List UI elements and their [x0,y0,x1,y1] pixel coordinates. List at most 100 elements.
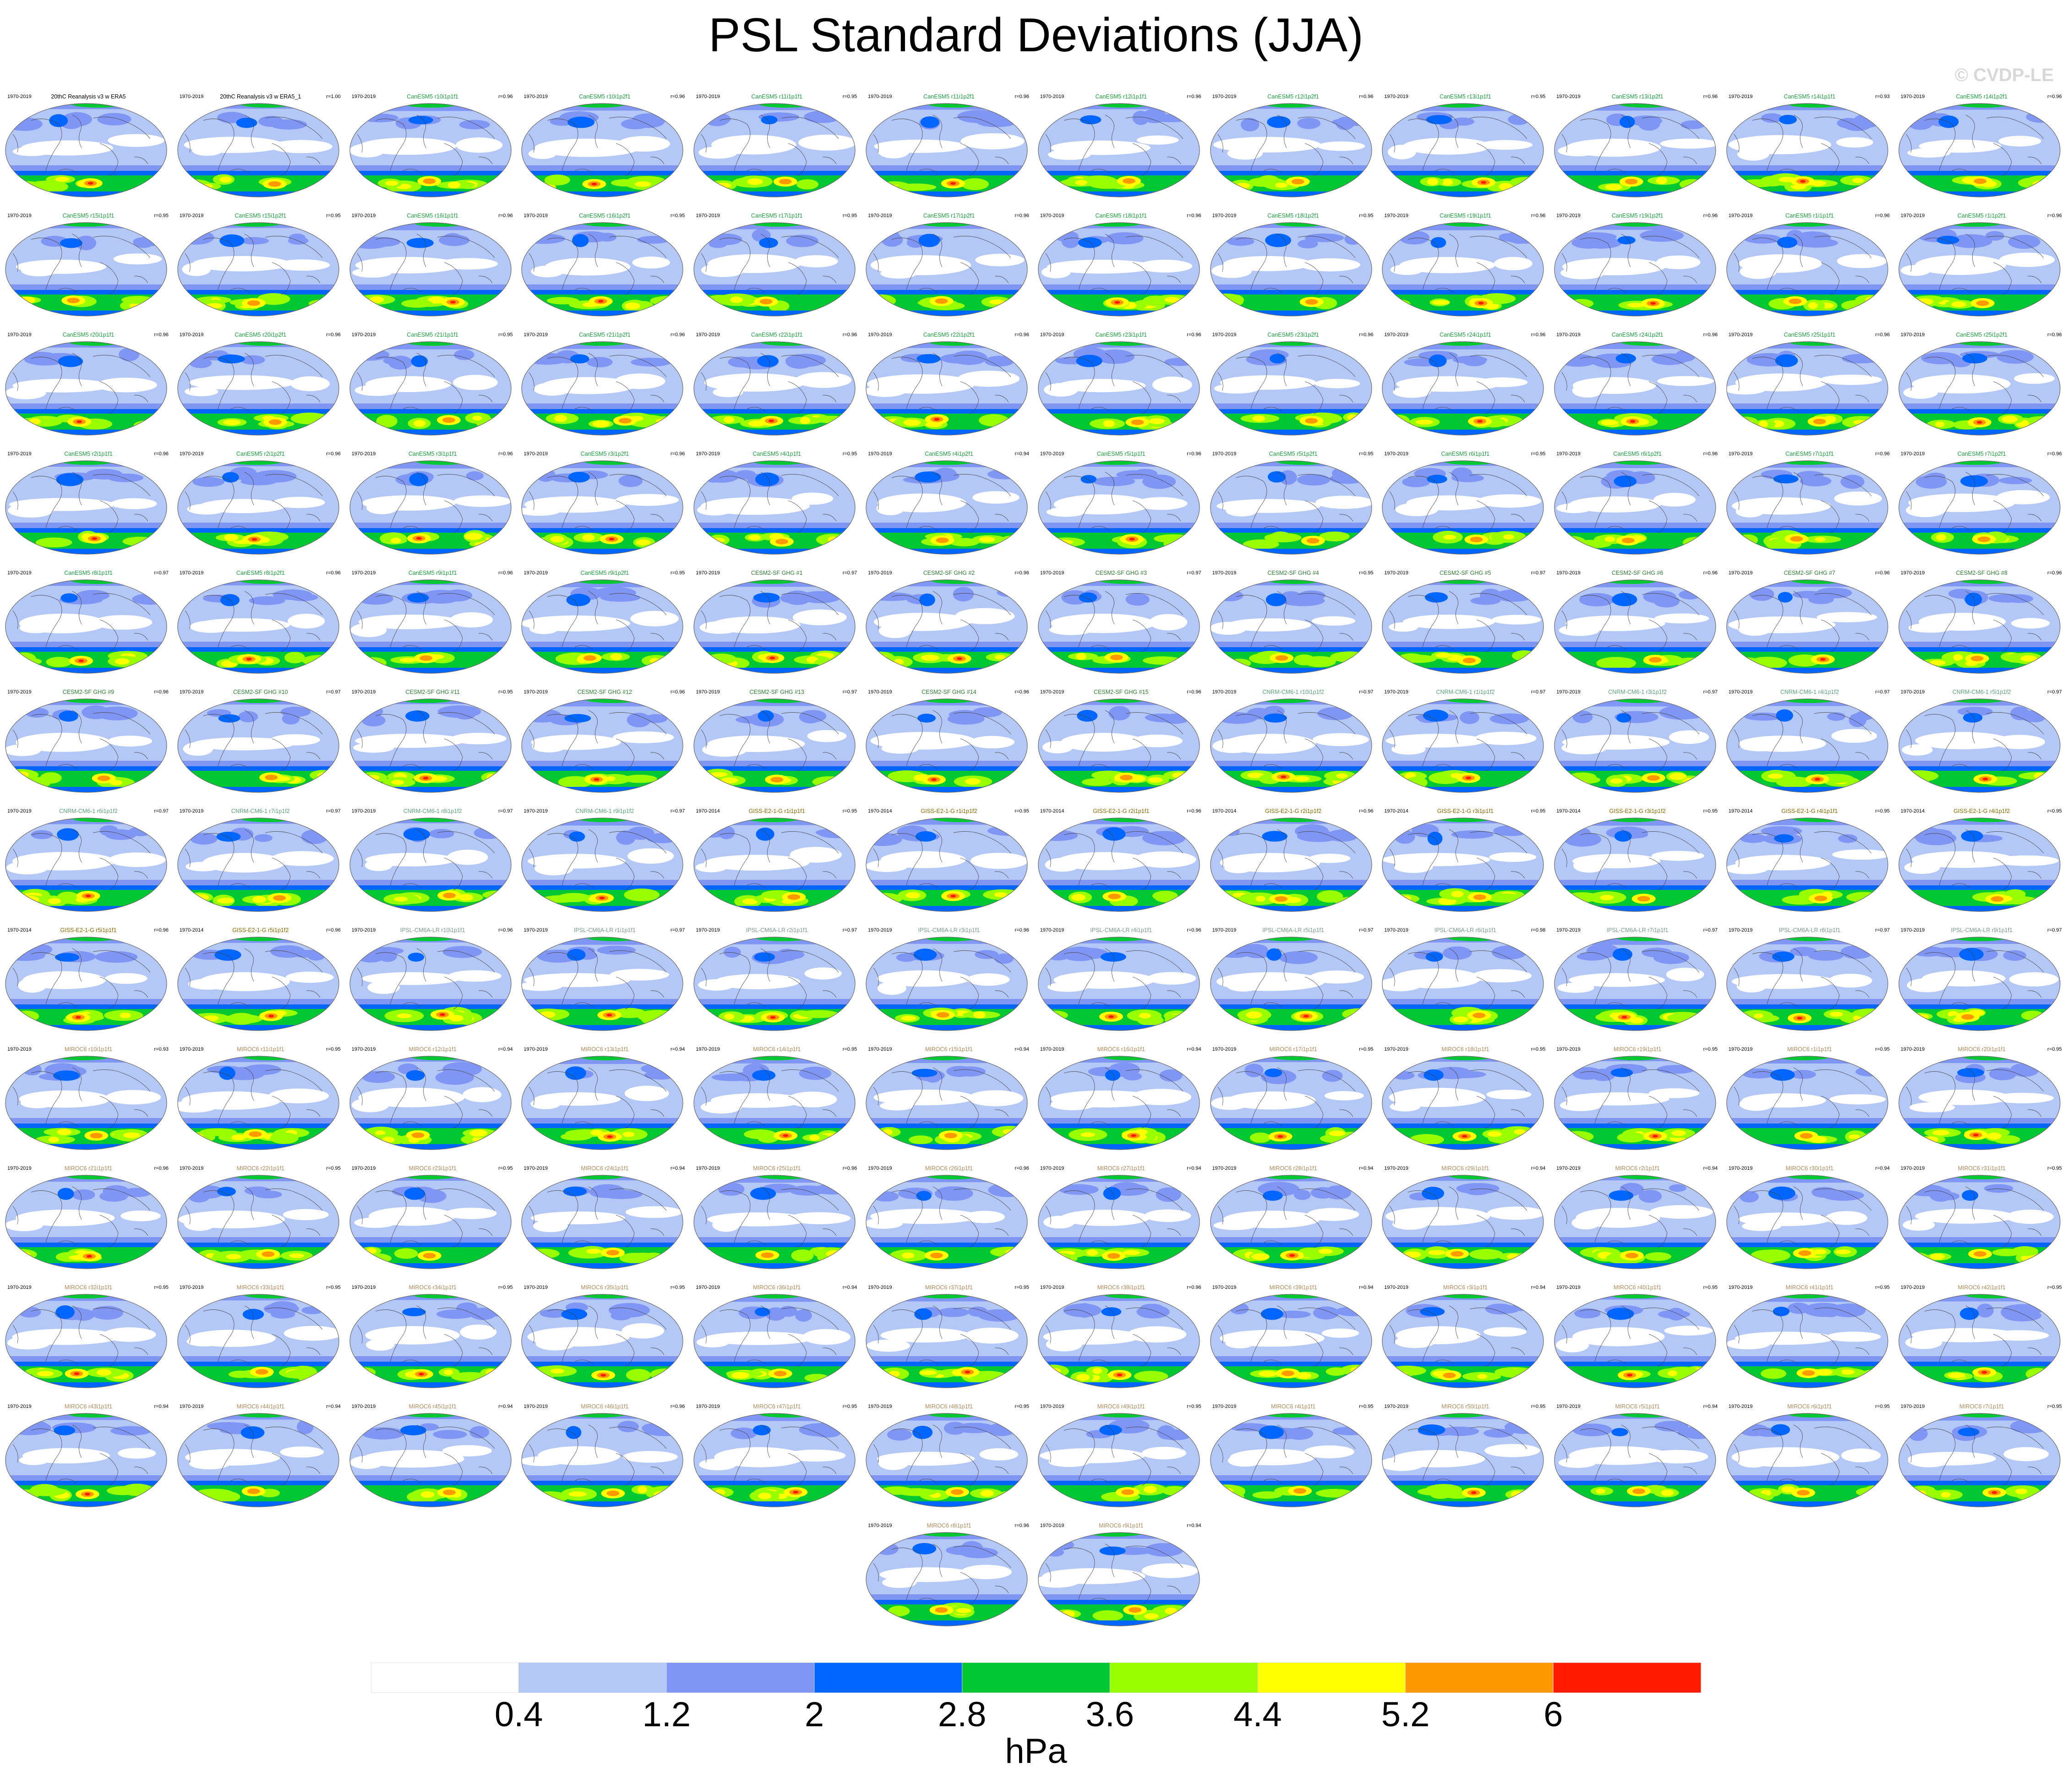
field-blob [1101,1307,1122,1316]
map-svg [349,937,512,1031]
field-blob [411,1132,425,1138]
coastline [375,357,406,409]
coastline [203,238,234,290]
field-blob [1228,659,1251,668]
field-blob [2001,415,2018,423]
map-svg [521,103,683,197]
panel-correlation: r=0.96 [2047,451,2062,457]
field-band [177,549,339,554]
coastline [761,1305,770,1339]
map-panel: 1970-2019 IPSL-CM6A-LR r9i1p1f1 r=0.97 [1897,927,2067,1042]
field-blob [1622,537,1635,543]
panel-years: 1970-2019 [523,1285,548,1290]
field-blob [1925,472,1946,481]
field-band [1382,311,1544,316]
map-panel: 1970-2019 CanESM5 r22i1p1f1 r=0.96 [692,332,862,447]
map-svg [866,1294,1028,1388]
field-blob [1666,967,1705,982]
field-blob [442,946,482,958]
panel-correlation: r=0.96 [842,332,857,338]
panel-correlation: r=0.96 [1359,94,1374,99]
panel-correlation: r=0.96 [1014,1166,1030,1171]
panel-years: 1970-2019 [868,332,892,338]
panel-title: CanESM5 r19i1p2f1 [1611,213,1663,219]
field-blob [2010,1063,2039,1077]
field-blob [1434,342,1489,346]
field-blob [1388,145,1417,159]
panel-years: 1970-2019 [1384,1047,1408,1052]
field-blob [946,1066,973,1077]
panel-years: 1970-2014 [1212,808,1237,814]
field-band [5,1263,167,1269]
field-blob [1105,1069,1120,1081]
field-blob [1265,233,1291,247]
panel-title: CanESM5 r5i1p2f1 [1269,451,1318,457]
coastline [701,1086,707,1106]
panel-correlation: r=0.95 [1531,1047,1546,1052]
field-blob [1092,937,1147,941]
panel-correlation: r=0.95 [1531,451,1546,457]
coastline [994,276,1009,284]
field-blob [55,176,70,182]
field-blob [1615,353,1636,364]
panel-title: CanESM5 r12i1p2f1 [1267,93,1319,100]
field-blob [1625,1253,1639,1259]
map-panel: 1970-2019 MIROC6 r23i1p1f1 r=0.95 [348,1165,518,1280]
coastline [1045,1205,1051,1225]
coastline [1339,514,1353,522]
field-blob [1394,861,1434,873]
field-blob [1095,104,1151,108]
coastline [1470,1308,1527,1330]
field-blob [2006,1210,2054,1224]
coastline [375,1309,406,1362]
coastline [478,276,492,284]
map-svg [1210,937,1372,1031]
field-blob [759,237,778,248]
panel-years: 1970-2019 [1556,1166,1581,1171]
map-outline [5,460,167,555]
field-blob [276,259,330,271]
field-blob [226,1254,241,1260]
field-blob [353,742,394,753]
field-blob [1402,477,1430,487]
coastline [230,169,250,174]
panel-title: MIROC6 r37i1p1f1 [925,1284,973,1291]
field-band [866,1025,1027,1031]
field-blob [930,1253,943,1259]
panel-years: 1970-2019 [1556,570,1581,576]
field-band [522,668,683,673]
coastline [1167,1228,1181,1236]
field-blob [1792,591,1824,599]
field-blob [1848,1134,1860,1140]
field-blob [1439,1056,1494,1060]
coastline [1298,593,1355,616]
coastline [589,353,598,387]
field-blob [748,534,761,540]
field-blob [880,268,917,279]
coastline [1952,645,1971,650]
map-outline [177,937,339,1031]
field-blob [1754,1013,1763,1019]
map-panel: 1970-2019 CanESM5 r17i1p1f1 r=0.95 [692,213,862,327]
panel-years: 1970-2019 [868,1047,892,1052]
coastline [99,1334,119,1367]
map-outline [693,579,856,674]
field-blob [240,477,277,485]
field-blob [1648,1088,1700,1098]
coastline [529,134,535,153]
field-blob [1474,731,1537,745]
coastline [788,381,807,414]
field-blob [1614,830,1632,842]
coastline [932,591,943,625]
field-blob [920,1370,937,1375]
field-blob [115,658,130,665]
map-outline [1898,937,2061,1031]
field-blob [1669,773,1687,780]
panel-correlation: r=0.95 [842,213,857,218]
field-blob [791,492,834,505]
panel-title: CESM2-SF GHG #10 [233,689,288,695]
coastline [720,1309,751,1362]
coastline [1408,595,1439,648]
field-blob [1281,595,1325,606]
map-svg [1038,460,1200,555]
